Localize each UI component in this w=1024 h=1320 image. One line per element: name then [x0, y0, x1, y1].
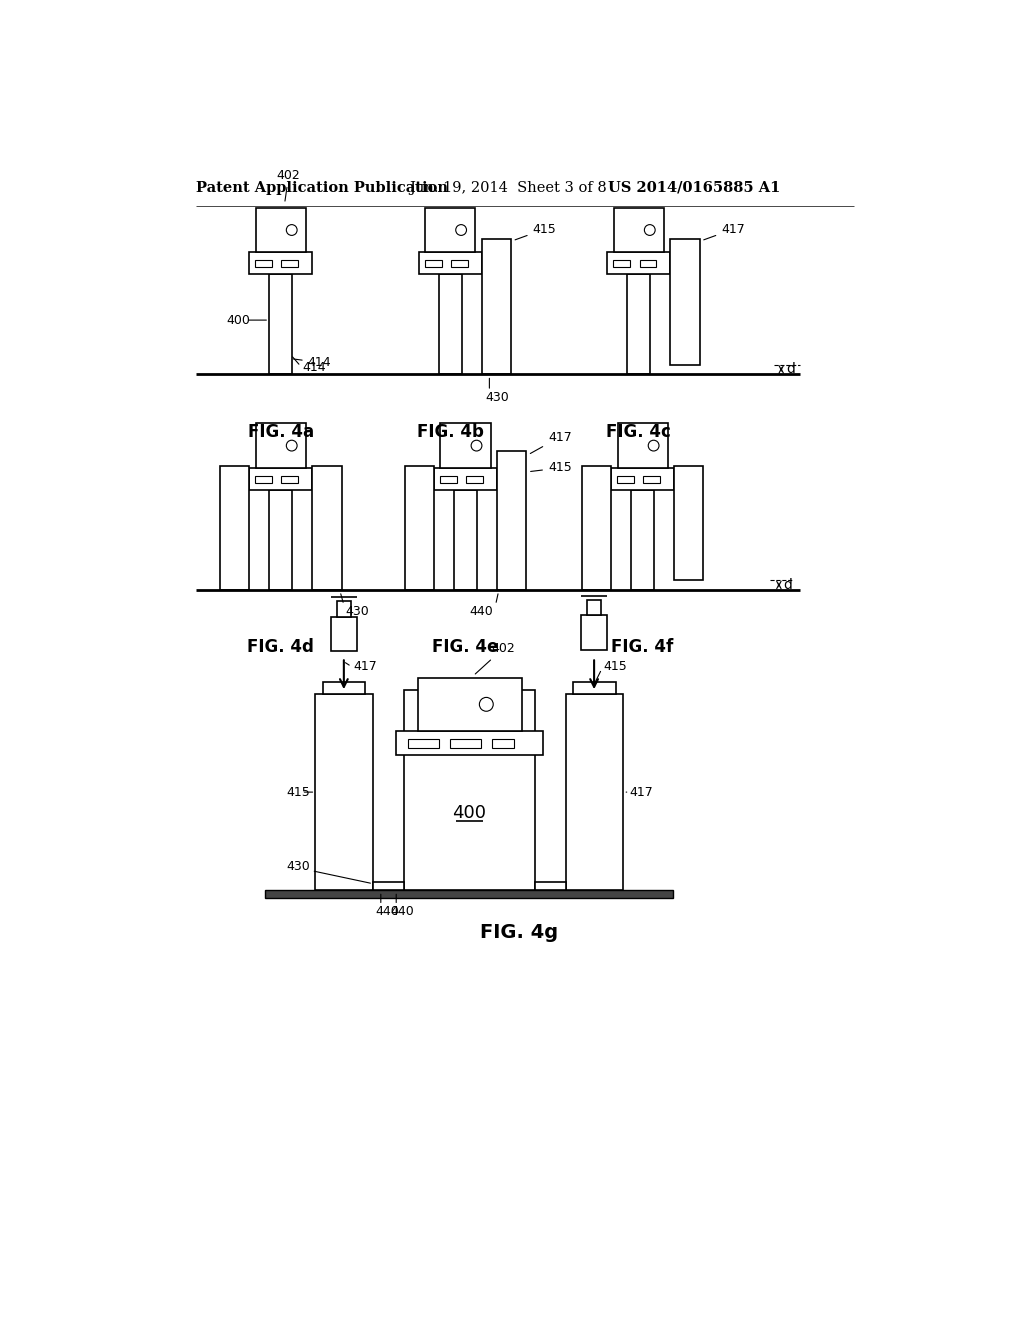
Bar — [643, 475, 660, 483]
Bar — [587, 599, 601, 615]
Circle shape — [456, 224, 467, 235]
Text: FIG. 4a: FIG. 4a — [248, 422, 313, 441]
Circle shape — [471, 441, 482, 451]
Bar — [255, 475, 272, 483]
Bar — [617, 424, 668, 469]
Text: 440: 440 — [376, 906, 399, 917]
Bar — [255, 260, 272, 267]
Text: 414: 414 — [294, 356, 332, 370]
Bar — [454, 490, 477, 590]
Bar — [535, 882, 565, 890]
Bar — [493, 739, 514, 748]
Text: FIG. 4d: FIG. 4d — [247, 639, 314, 656]
Text: d: d — [783, 578, 793, 591]
Bar — [256, 424, 306, 469]
Text: Patent Application Publication: Patent Application Publication — [196, 181, 449, 194]
Circle shape — [287, 224, 297, 235]
Bar — [396, 730, 543, 755]
Bar — [581, 615, 607, 649]
Bar — [282, 260, 298, 267]
Bar — [269, 490, 292, 590]
Bar — [312, 466, 342, 590]
Text: 400: 400 — [453, 804, 486, 822]
Bar — [674, 466, 703, 581]
Text: d: d — [785, 363, 795, 376]
Bar — [607, 252, 671, 275]
Text: FIG. 4e: FIG. 4e — [432, 639, 499, 656]
Bar — [438, 275, 462, 374]
Text: 402: 402 — [475, 643, 515, 675]
Bar — [481, 239, 511, 374]
Text: FIG. 4c: FIG. 4c — [606, 422, 671, 441]
Circle shape — [644, 224, 655, 235]
Bar — [425, 207, 475, 252]
Text: FIG. 4f: FIG. 4f — [611, 639, 674, 656]
Bar — [582, 466, 611, 590]
Circle shape — [287, 441, 297, 451]
Circle shape — [479, 697, 494, 711]
Bar — [220, 466, 249, 590]
Bar — [425, 260, 441, 267]
Bar — [408, 739, 438, 748]
Text: Jun. 19, 2014  Sheet 3 of 8: Jun. 19, 2014 Sheet 3 of 8 — [410, 181, 607, 194]
Bar — [573, 682, 615, 693]
Bar — [451, 260, 468, 267]
Text: 440: 440 — [469, 605, 494, 618]
Bar — [265, 890, 674, 898]
Text: 430: 430 — [485, 391, 509, 404]
Text: 415: 415 — [603, 660, 627, 673]
Bar — [315, 693, 373, 890]
Bar — [418, 678, 521, 730]
Text: 430: 430 — [286, 861, 310, 874]
Text: 430: 430 — [345, 605, 369, 618]
Text: 415: 415 — [530, 462, 571, 474]
Bar — [617, 475, 634, 483]
Text: 400: 400 — [226, 314, 251, 326]
Bar — [249, 469, 312, 490]
Bar — [269, 275, 292, 374]
Bar — [337, 601, 351, 616]
Bar — [331, 616, 357, 651]
Bar — [631, 490, 654, 590]
Bar — [373, 882, 403, 890]
Text: 417: 417 — [530, 430, 571, 454]
Circle shape — [648, 441, 659, 451]
Bar — [323, 682, 366, 693]
Bar — [671, 239, 699, 364]
Text: FIG. 4b: FIG. 4b — [417, 422, 483, 441]
Text: 417: 417 — [353, 660, 377, 673]
Bar — [628, 275, 650, 374]
Bar — [640, 260, 656, 267]
Bar — [404, 466, 434, 590]
Bar — [613, 207, 664, 252]
Bar — [613, 260, 631, 267]
Text: US 2014/0165885 A1: US 2014/0165885 A1 — [608, 181, 780, 194]
Text: FIG. 4g: FIG. 4g — [480, 923, 558, 941]
Bar — [282, 475, 298, 483]
Bar — [451, 739, 481, 748]
Bar — [611, 469, 674, 490]
Bar — [466, 475, 483, 483]
Bar — [440, 475, 457, 483]
Bar — [403, 689, 535, 890]
Bar — [256, 207, 306, 252]
Bar — [419, 252, 481, 275]
Text: 417: 417 — [703, 223, 744, 240]
Text: 415: 415 — [515, 223, 556, 240]
Bar — [440, 424, 490, 469]
Bar — [249, 252, 312, 275]
Text: 415: 415 — [286, 785, 310, 799]
Bar — [497, 451, 526, 590]
Bar — [434, 469, 497, 490]
Text: 440: 440 — [391, 906, 415, 917]
Bar — [565, 693, 624, 890]
Text: 417: 417 — [630, 785, 653, 799]
Text: 402: 402 — [276, 169, 301, 201]
Text: 414: 414 — [302, 362, 326, 375]
